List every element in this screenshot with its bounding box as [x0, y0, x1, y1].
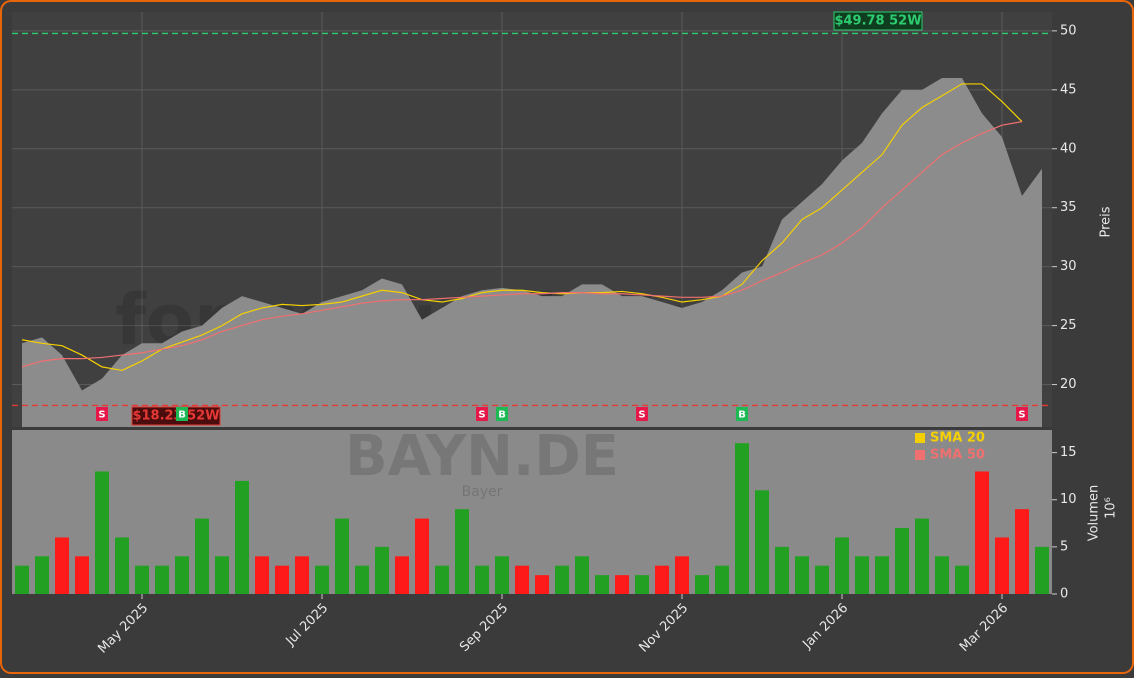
signal-box: [496, 407, 508, 421]
signal-box: [176, 407, 188, 421]
volume-bar: [255, 556, 269, 594]
signal-label: B: [498, 410, 506, 421]
volume-bar: [955, 565, 969, 594]
signal-label: B: [738, 410, 746, 421]
signal-box: [736, 407, 748, 421]
volume-bar: [355, 565, 369, 594]
volume-bar: [795, 556, 809, 594]
volume-bar: [555, 565, 569, 594]
volume-bar: [395, 556, 409, 594]
volume-bar: [155, 565, 169, 594]
volume-bar: [655, 565, 669, 594]
volume-bar: [235, 480, 249, 594]
volume-bar: [875, 556, 889, 594]
watermark: BAYN.DE: [345, 424, 619, 489]
volume-bar: [535, 575, 549, 594]
volume-bar: [15, 565, 29, 594]
volume-bar: [895, 528, 909, 594]
signal-box: [636, 407, 648, 421]
volume-bar: [935, 556, 949, 594]
volume-bar: [375, 546, 389, 594]
y-tick-label: 15: [1060, 445, 1077, 460]
volume-bar: [675, 556, 689, 594]
volume-bar: [975, 471, 989, 594]
y-axis-label: Preis: [1099, 206, 1114, 237]
legend-swatch: [915, 450, 925, 460]
volume-bar: [1015, 509, 1029, 594]
volume-bar: [475, 565, 489, 594]
volume-bar: [695, 575, 709, 594]
y-tick-label: 20: [1060, 377, 1077, 392]
price-area: [22, 78, 1042, 427]
volume-bar: [295, 556, 309, 594]
volume-bar: [515, 565, 529, 594]
volume-bar: [135, 565, 149, 594]
y-tick-label: 40: [1060, 141, 1077, 156]
volume-bar: [55, 537, 69, 594]
volume-bar: [275, 565, 289, 594]
volume-bar: [75, 556, 89, 594]
signal-box: [476, 407, 488, 421]
volume-bar: [455, 509, 469, 594]
ref-label-box: [833, 11, 923, 31]
y-tick-label: 10: [1060, 492, 1077, 507]
signal-label: S: [1018, 410, 1025, 421]
volume-bar: [915, 518, 929, 594]
volume-bar: [95, 471, 109, 594]
volume-bar: [175, 556, 189, 594]
volume-bar: [495, 556, 509, 594]
volume-bar: [775, 546, 789, 594]
y-tick-label: 0: [1060, 587, 1068, 602]
volume-bar: [575, 556, 589, 594]
y-axis-unit: 10⁶: [1104, 497, 1119, 519]
volume-bar: [715, 565, 729, 594]
y-tick-label: 30: [1060, 259, 1077, 274]
ref-label: $49.78 52W: [834, 14, 921, 29]
volume-bar: [815, 565, 829, 594]
y-tick-label: 50: [1060, 23, 1077, 38]
volume-bar: [615, 575, 629, 594]
volume-bar: [195, 518, 209, 594]
signal-label: S: [478, 410, 485, 421]
y-tick-label: 5: [1060, 539, 1068, 554]
volume-bar: [1035, 546, 1049, 594]
volume-bar: [215, 556, 229, 594]
volume-bar: [855, 556, 869, 594]
volume-bar: [35, 556, 49, 594]
legend-swatch: [915, 433, 925, 443]
watermark-sub: Bayer: [462, 484, 503, 500]
signal-box: [96, 407, 108, 421]
volume-bar: [415, 518, 429, 594]
legend-label: SMA 50: [930, 448, 985, 463]
volume-bar: [755, 490, 769, 594]
signal-label: S: [98, 410, 105, 421]
volume-bar: [835, 537, 849, 594]
volume-bar: [595, 575, 609, 594]
volume-bar: [635, 575, 649, 594]
legend-label: SMA 20: [930, 431, 985, 446]
volume-bar: [115, 537, 129, 594]
sma-line: [21, 121, 1023, 368]
y-tick-label: 25: [1060, 318, 1077, 333]
volume-bar: [435, 565, 449, 594]
volume-bar: [995, 537, 1009, 594]
volume-bar: [315, 565, 329, 594]
y-tick-label: 45: [1060, 82, 1077, 97]
sma-line: [21, 83, 1023, 372]
y-tick-label: 35: [1060, 200, 1077, 215]
signal-box: [1016, 407, 1028, 421]
signal-label: S: [638, 410, 645, 421]
volume-bar: [335, 518, 349, 594]
volume-bar: [735, 443, 749, 594]
signal-label: B: [178, 410, 186, 421]
y-axis-label: Volumen: [1087, 485, 1102, 542]
